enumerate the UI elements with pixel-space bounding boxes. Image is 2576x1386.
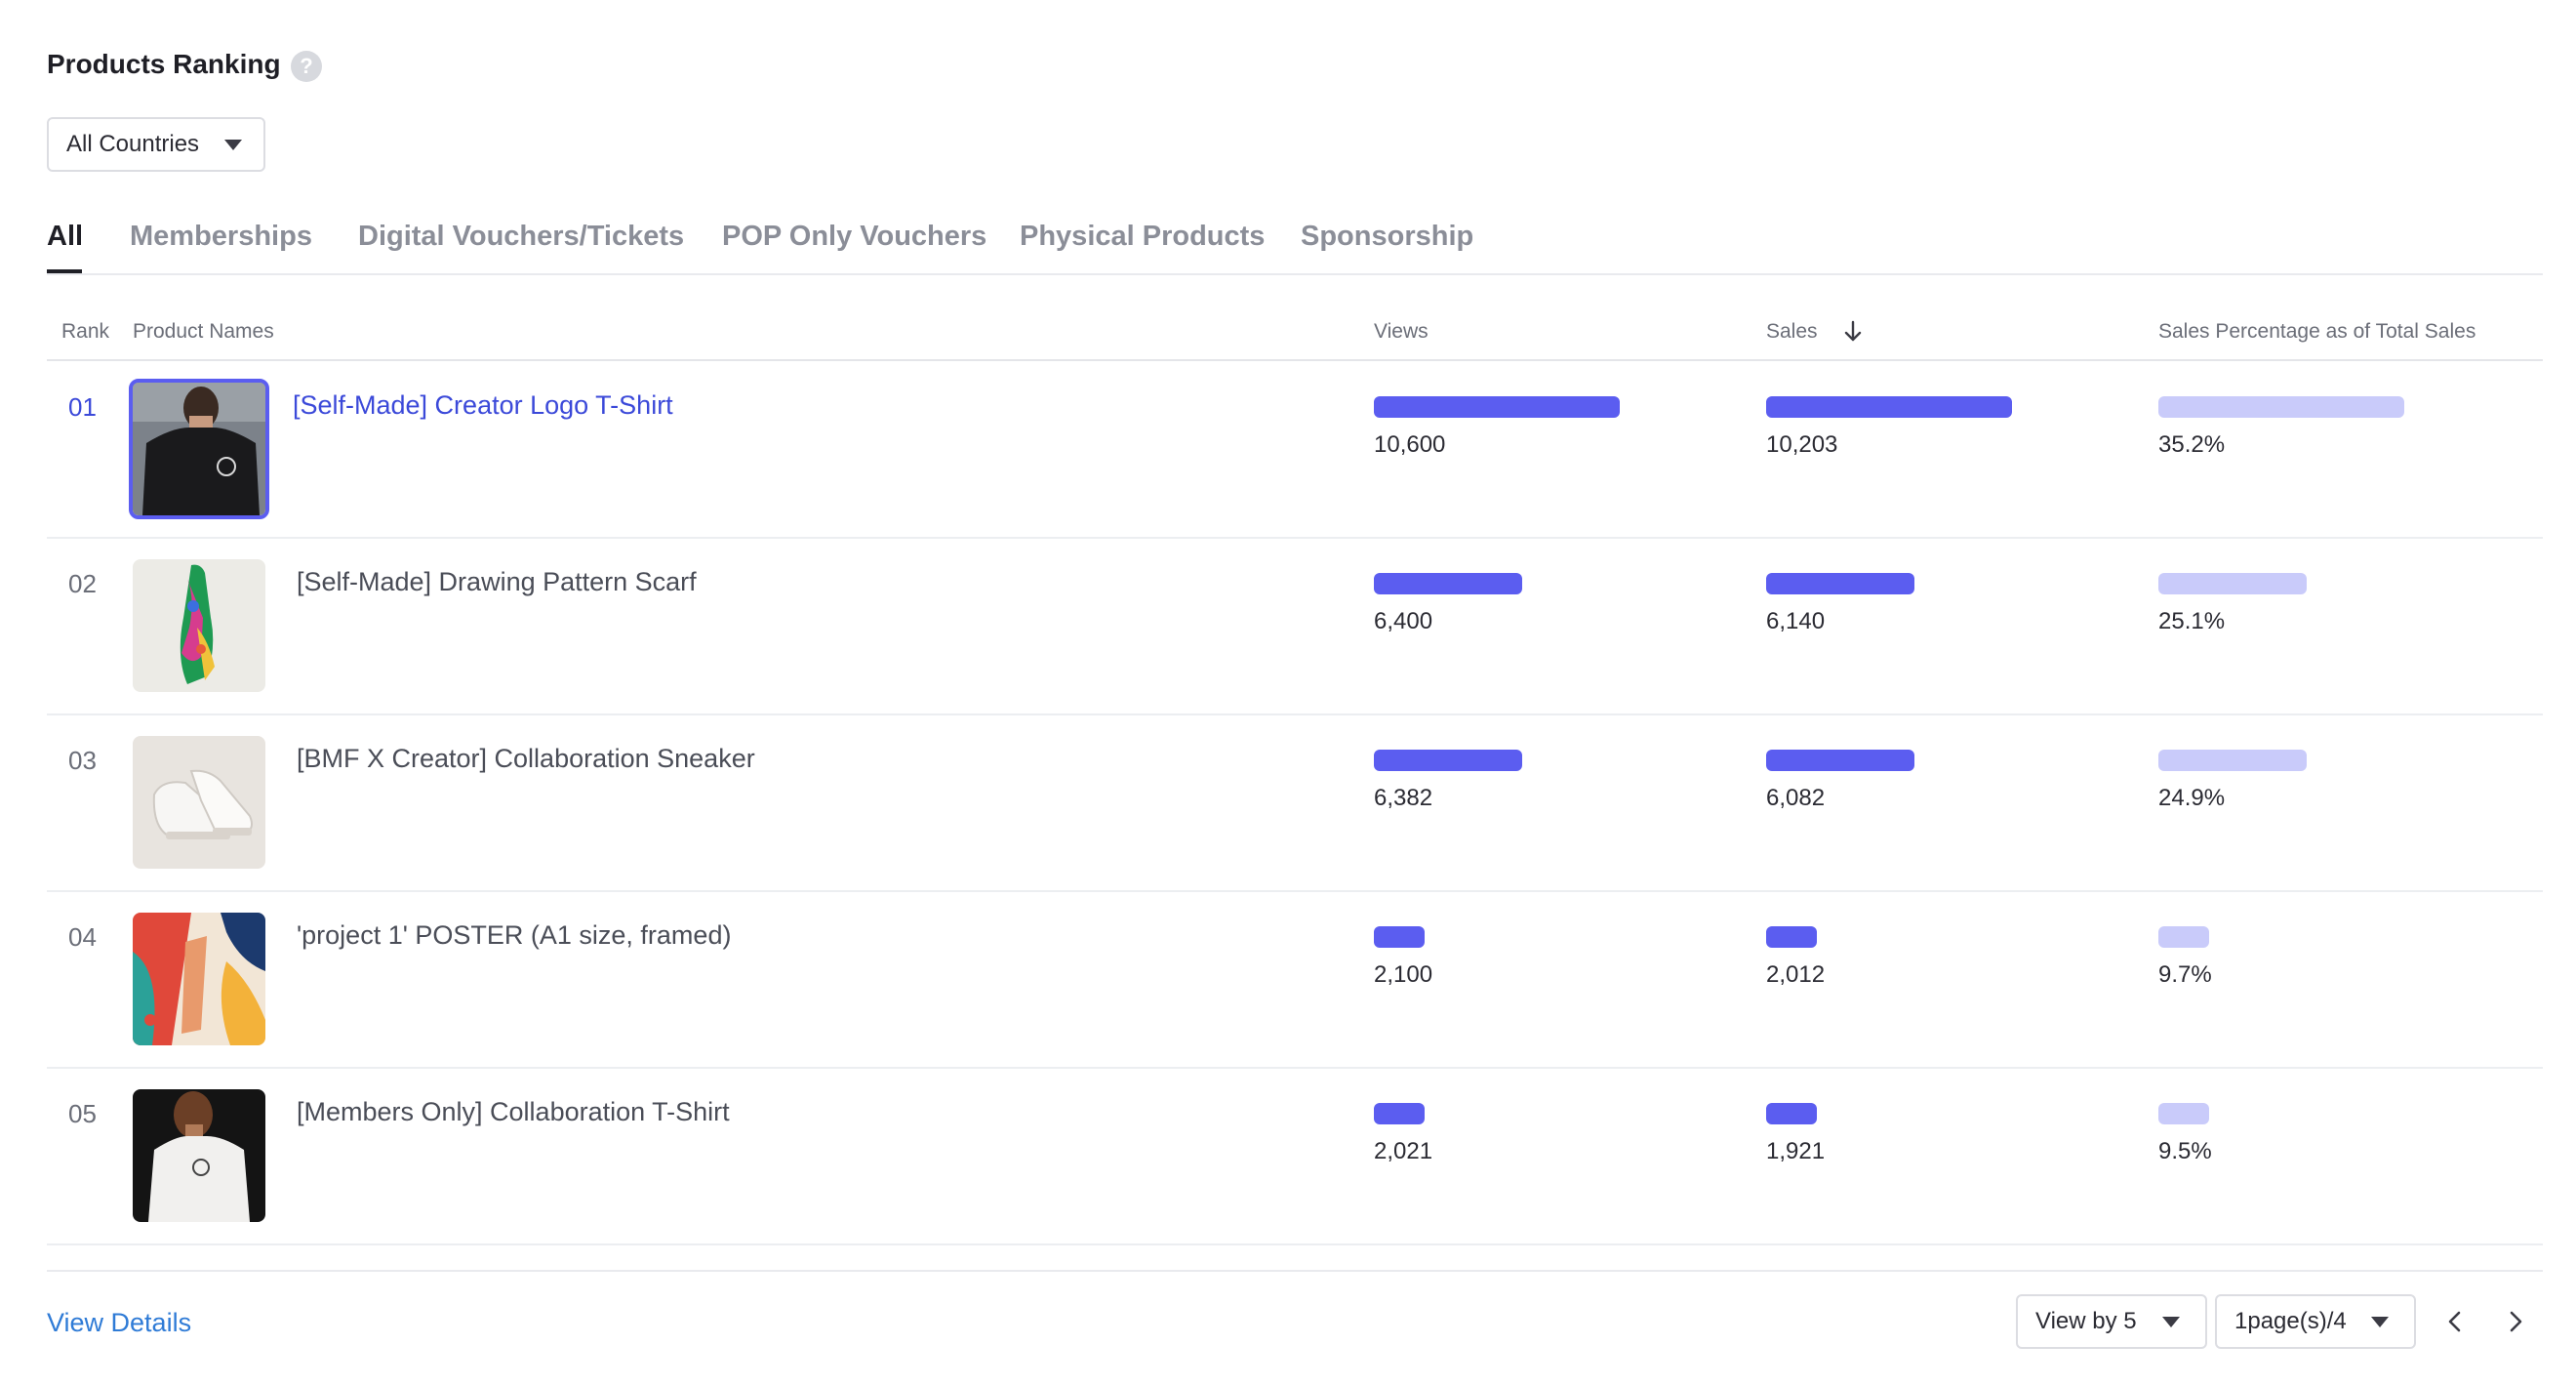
percentage-value: 35.2% xyxy=(2158,431,2226,458)
tab-pop-only-vouchers[interactable]: POP Only Vouchers xyxy=(722,221,987,252)
views-value: 2,021 xyxy=(1374,1138,1433,1164)
percentage-value: 9.7% xyxy=(2158,961,2212,988)
table-row[interactable]: 01 [Self-Made] Creator Logo T-Shirt 10,6… xyxy=(47,361,2543,539)
percentage-bar xyxy=(2158,926,2209,948)
black-tshirt-image xyxy=(133,383,265,515)
footer-divider xyxy=(47,1270,2543,1272)
sales-bar xyxy=(1766,1103,1817,1124)
column-sales[interactable]: Sales xyxy=(1766,320,1818,343)
views-bar xyxy=(1374,573,1522,594)
sales-bar xyxy=(1766,396,2012,418)
table-row[interactable]: 04 'project 1' POSTER (A1 size, framed) … xyxy=(47,891,2543,1069)
row-rank: 01 xyxy=(68,392,97,422)
percentage-value: 9.5% xyxy=(2158,1138,2212,1164)
table-row[interactable]: 03 [BMF X Creator] Collaboration Sneaker… xyxy=(47,714,2543,892)
chevron-right-icon[interactable] xyxy=(2498,1304,2533,1339)
row-rank: 03 xyxy=(68,746,97,775)
sales-value: 6,140 xyxy=(1766,608,1826,634)
sneaker-thumbnail[interactable] xyxy=(133,736,265,869)
product-name-link[interactable]: 'project 1' POSTER (A1 size, framed) xyxy=(297,920,732,950)
page-select[interactable]: 1page(s)/4 xyxy=(2215,1294,2416,1349)
views-value: 6,400 xyxy=(1374,608,1433,634)
product-name-link[interactable]: [BMF X Creator] Collaboration Sneaker xyxy=(297,744,755,773)
caret-down-icon xyxy=(224,140,242,150)
column-sales-percentage[interactable]: Sales Percentage as of Total Sales xyxy=(2158,320,2476,343)
column-product-names: Product Names xyxy=(133,320,274,343)
column-rank: Rank xyxy=(61,320,110,343)
tab-all[interactable]: All xyxy=(47,221,84,252)
sneaker-image xyxy=(133,736,265,869)
white-tshirt-image xyxy=(133,1089,265,1222)
percentage-value: 24.9% xyxy=(2158,785,2226,811)
caret-down-icon xyxy=(2162,1317,2180,1327)
category-tabs: All Memberships Digital Vouchers/Tickets… xyxy=(47,209,2543,275)
panel-title: Products Ranking xyxy=(47,49,281,79)
row-rank: 04 xyxy=(68,922,97,952)
product-name-link[interactable]: [Self-Made] Creator Logo T-Shirt xyxy=(293,390,673,420)
percentage-value: 25.1% xyxy=(2158,608,2226,634)
white-tshirt-thumbnail[interactable] xyxy=(133,1089,265,1222)
sales-value: 6,082 xyxy=(1766,785,1826,811)
scarf-thumbnail[interactable] xyxy=(133,559,265,692)
views-value: 6,382 xyxy=(1374,785,1433,811)
percentage-bar xyxy=(2158,573,2307,594)
tab-digital-vouchers-tickets[interactable]: Digital Vouchers/Tickets xyxy=(358,221,685,252)
product-name-link[interactable]: [Self-Made] Drawing Pattern Scarf xyxy=(297,567,697,596)
row-rank: 05 xyxy=(68,1099,97,1128)
percentage-bar xyxy=(2158,750,2307,771)
view-by-select[interactable]: View by 5 xyxy=(2016,1294,2207,1349)
percentage-bar xyxy=(2158,396,2404,418)
tab-memberships[interactable]: Memberships xyxy=(130,221,312,252)
tab-physical-products[interactable]: Physical Products xyxy=(1020,221,1266,252)
sales-bar xyxy=(1766,926,1817,948)
views-bar xyxy=(1374,926,1425,948)
table-row[interactable]: 02 [Self-Made] Drawing Pattern Scarf 6,4… xyxy=(47,538,2543,715)
tab-sponsorship[interactable]: Sponsorship xyxy=(1301,221,1474,252)
views-value: 10,600 xyxy=(1374,431,1446,458)
product-name-link[interactable]: [Members Only] Collaboration T-Shirt xyxy=(297,1097,730,1126)
sort-descending-icon[interactable] xyxy=(1840,318,1866,346)
views-bar xyxy=(1374,750,1522,771)
views-bar xyxy=(1374,396,1620,418)
table-row[interactable]: 05 [Members Only] Collaboration T-Shirt … xyxy=(47,1068,2543,1245)
sales-bar xyxy=(1766,750,1914,771)
scarf-image xyxy=(133,559,265,692)
sales-value: 2,012 xyxy=(1766,961,1826,988)
country-select-value: All Countries xyxy=(66,131,200,157)
poster-image xyxy=(133,913,265,1045)
sales-value: 1,921 xyxy=(1766,1138,1826,1164)
views-bar xyxy=(1374,1103,1425,1124)
chevron-left-icon[interactable] xyxy=(2437,1304,2473,1339)
sales-bar xyxy=(1766,573,1914,594)
view-by-value: View by 5 xyxy=(2035,1308,2137,1334)
row-rank: 02 xyxy=(68,569,97,598)
sales-value: 10,203 xyxy=(1766,431,1838,458)
views-value: 2,100 xyxy=(1374,961,1433,988)
table-header: Rank Product Names Views Sales Sales Per… xyxy=(47,312,2543,361)
page-value: 1page(s)/4 xyxy=(2234,1308,2347,1334)
poster-thumbnail[interactable] xyxy=(133,913,265,1045)
black-tshirt-thumbnail[interactable] xyxy=(129,379,269,519)
help-icon[interactable]: ? xyxy=(291,51,322,82)
view-details-link[interactable]: View Details xyxy=(47,1308,192,1337)
caret-down-icon xyxy=(2371,1317,2389,1327)
active-tab-underline xyxy=(47,269,82,273)
percentage-bar xyxy=(2158,1103,2209,1124)
country-select[interactable]: All Countries xyxy=(47,117,265,172)
column-views[interactable]: Views xyxy=(1374,320,1429,343)
